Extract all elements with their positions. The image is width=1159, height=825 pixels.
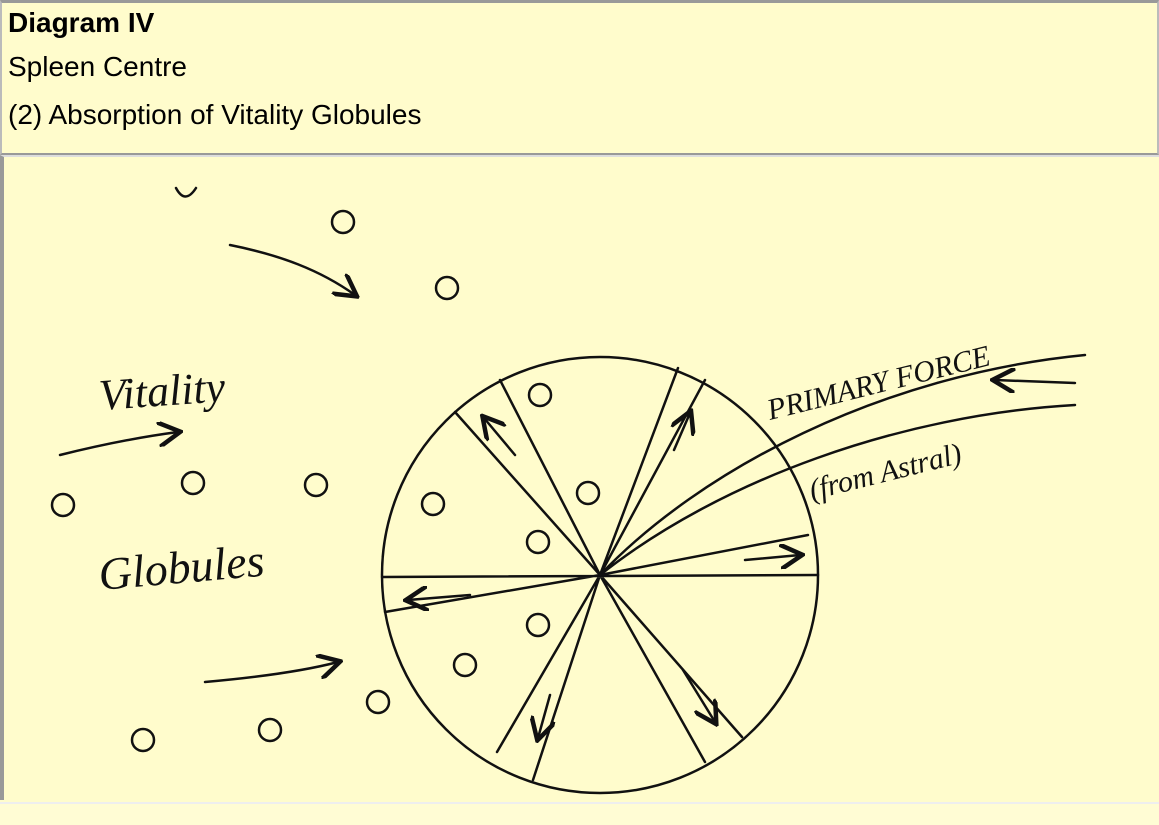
spleen-wheel: [382, 355, 1085, 793]
diagram: Vitality Globules PRIMARY FORCE (from As…: [0, 0, 1159, 825]
label-from-astral: (from Astral): [806, 437, 965, 507]
label-globules: Globules: [96, 535, 266, 600]
page: Diagram IV Spleen Centre (2) Absorption …: [0, 0, 1159, 825]
globules: [52, 188, 599, 751]
flow-arrows: [60, 245, 355, 682]
label-primary-force: PRIMARY FORCE: [763, 339, 994, 427]
label-vitality: Vitality: [97, 362, 227, 420]
